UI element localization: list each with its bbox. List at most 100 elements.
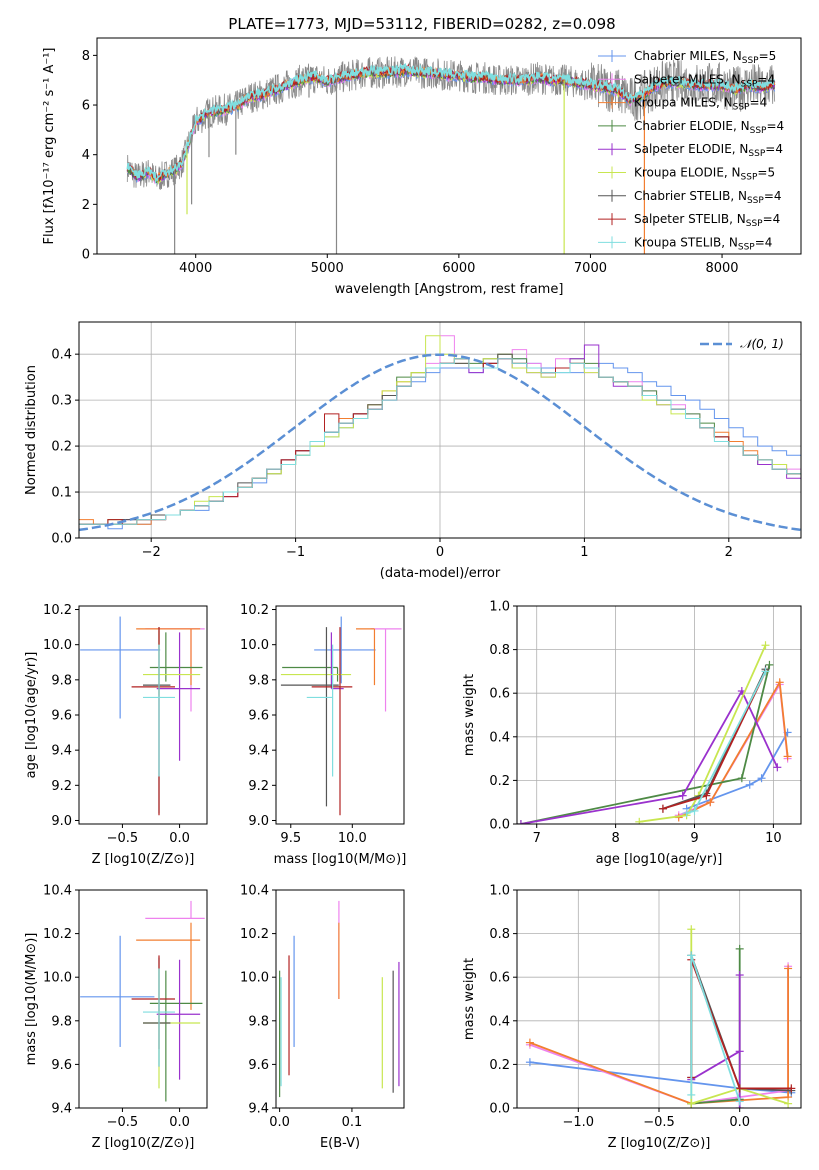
massweight-marker — [682, 809, 691, 818]
massweight-vs-age-plot-area — [517, 606, 801, 824]
y-tick-label: 0.3 — [51, 394, 72, 409]
legend-entry: Salpeter ELODIE, NSSP=4 — [598, 142, 783, 159]
axes-frame — [78, 321, 802, 539]
x-tick-label: −0.5 — [643, 1115, 675, 1130]
massweight-marker — [687, 925, 696, 934]
massweight-line — [690, 959, 792, 1090]
errorbar-point — [136, 628, 201, 686]
y-tick-label: 1.0 — [489, 600, 510, 615]
massweight-marker — [658, 804, 667, 813]
observed-spectrum-line — [126, 56, 776, 190]
mass-vs-ebv-plot-area — [279, 900, 400, 1098]
age-vs-mass-plot-area — [280, 616, 402, 816]
y-tick-label: 9.6 — [51, 1058, 72, 1073]
y-tick-label: 10.0 — [240, 971, 269, 986]
massweight-marker — [706, 798, 715, 807]
massweight-marker — [517, 820, 525, 824]
x-tick-label: −0.5 — [107, 831, 139, 846]
errorbar-point — [80, 616, 161, 719]
x-tick-label: 0 — [436, 545, 444, 560]
histogram-series — [79, 335, 801, 525]
mass-vs-metallicity-panel: −0.5 0.0 9.4 9.6 9.8 10.0 10.2 10.4 Z [log10(Z/Z… — [24, 884, 208, 1151]
legend-label: Salpeter STELIB, NSSP=4 — [634, 212, 780, 229]
legend-entry: 𝒩(0, 1) — [700, 337, 784, 351]
y-tick-label: 0.0 — [51, 532, 72, 547]
y-axis-label: age [log10(age/yr)] — [24, 652, 39, 779]
y-tick-label: 10.2 — [43, 927, 72, 942]
massweight-marker — [525, 1038, 534, 1047]
legend-label: Salpeter MILES, NSSP=4 — [634, 72, 775, 89]
massweight-marker — [773, 763, 782, 772]
errorbar-point — [370, 628, 402, 712]
x-tick-label: 8 — [611, 831, 619, 846]
massweight-marker — [783, 752, 792, 761]
y-tick-label: 9.4 — [51, 1102, 72, 1117]
massweight-vs-age-panel: 7 8 9 10 0.0 0.2 0.4 0.6 0.8 1.0 age [log10(age/yr… — [462, 600, 802, 867]
age-vs-mass-panel: 9.5 10.0 9.0 9.2 9.4 9.6 9.8 10.0 10.2 mass [log1… — [240, 603, 406, 867]
massweight-marker — [687, 1099, 696, 1108]
y-tick-label: 10.4 — [43, 884, 72, 899]
y-tick-label: 9.4 — [248, 744, 269, 759]
x-tick-label: 8000 — [705, 261, 738, 276]
x-tick-label: 7 — [533, 831, 541, 846]
errorbar-point — [149, 970, 203, 1102]
errorbar-point — [145, 900, 205, 919]
y-tick-label: 0.4 — [489, 730, 510, 745]
y-tick-label: 0.8 — [489, 927, 510, 942]
legend-entry: Chabrier STELIB, NSSP=4 — [598, 189, 782, 206]
errorbar-point — [311, 627, 353, 816]
y-tick-label: 0.2 — [489, 1058, 510, 1073]
errorbar-point — [156, 959, 201, 1080]
legend-entry: Chabrier MILES, NSSP=5 — [598, 49, 776, 66]
massweight-line — [639, 644, 767, 823]
y-tick-label: 9.8 — [248, 1014, 269, 1029]
y-tick-label: 0.2 — [51, 440, 72, 455]
y-axis-label: mass weight — [462, 674, 477, 756]
massweight-marker — [761, 667, 770, 676]
massweight-line — [686, 731, 789, 810]
legend-entry: Salpeter MILES, NSSP=4 — [598, 72, 775, 89]
x-tick-label: −2 — [142, 545, 161, 560]
age-vs-metallicity-panel: −0.5 0.0 9.0 9.2 9.4 9.6 9.8 10.0 10.2 Z [log10(Z… — [24, 603, 208, 867]
x-tick-label: 7000 — [574, 261, 607, 276]
y-tick-label: 0.0 — [489, 818, 510, 833]
errorbar-point — [131, 955, 175, 1050]
mass-vs-Z-plot-area — [80, 900, 205, 1102]
y-tick-label: 9.8 — [248, 673, 269, 688]
y-tick-label: 9.2 — [248, 779, 269, 794]
massweight-marker — [635, 817, 644, 824]
spectrum-panel: 4000 5000 6000 7000 8000 0 2 4 6 8 wavelength [Ang… — [42, 15, 802, 297]
y-tick-label: 9.0 — [248, 814, 269, 829]
errorbar-point — [131, 627, 175, 816]
massweight-marker — [702, 791, 711, 800]
y-tick-label: 10.0 — [240, 638, 269, 653]
massweight-marker — [690, 806, 699, 815]
y-tick-label: 0.1 — [51, 486, 72, 501]
massweight-marker — [735, 944, 744, 953]
massweight-marker — [784, 964, 793, 973]
normal-curve — [79, 353, 801, 532]
massweight-marker — [765, 660, 774, 669]
y-axis-label: Normed distribution — [24, 365, 39, 495]
histogram-series — [79, 335, 801, 525]
x-tick-label: 0.0 — [729, 1115, 750, 1130]
y-tick-label: 0.2 — [489, 774, 510, 789]
massweight-line — [690, 975, 741, 1108]
y-tick-label: 9.8 — [51, 1014, 72, 1029]
massweight-line — [520, 689, 779, 824]
y-tick-label: 10.0 — [43, 971, 72, 986]
axes-frame — [275, 889, 405, 1109]
x-tick-label: 0.0 — [169, 1115, 190, 1130]
axes-frame — [275, 605, 405, 825]
massweight-marker — [735, 1047, 744, 1056]
y-tick-label: 0.4 — [489, 1014, 510, 1029]
x-tick-label: 0.1 — [342, 1115, 363, 1130]
y-tick-label: 9.6 — [248, 709, 269, 724]
axes-frame — [96, 37, 802, 255]
legend-label: Kroupa MILES, NSSP=4 — [634, 96, 767, 113]
massweight-marker — [757, 774, 766, 783]
x-tick-label: 9.5 — [280, 831, 301, 846]
legend-label: Chabrier MILES, NSSP=5 — [634, 49, 776, 66]
y-tick-label: 0.6 — [489, 971, 510, 986]
x-tick-label: 2 — [725, 545, 733, 560]
